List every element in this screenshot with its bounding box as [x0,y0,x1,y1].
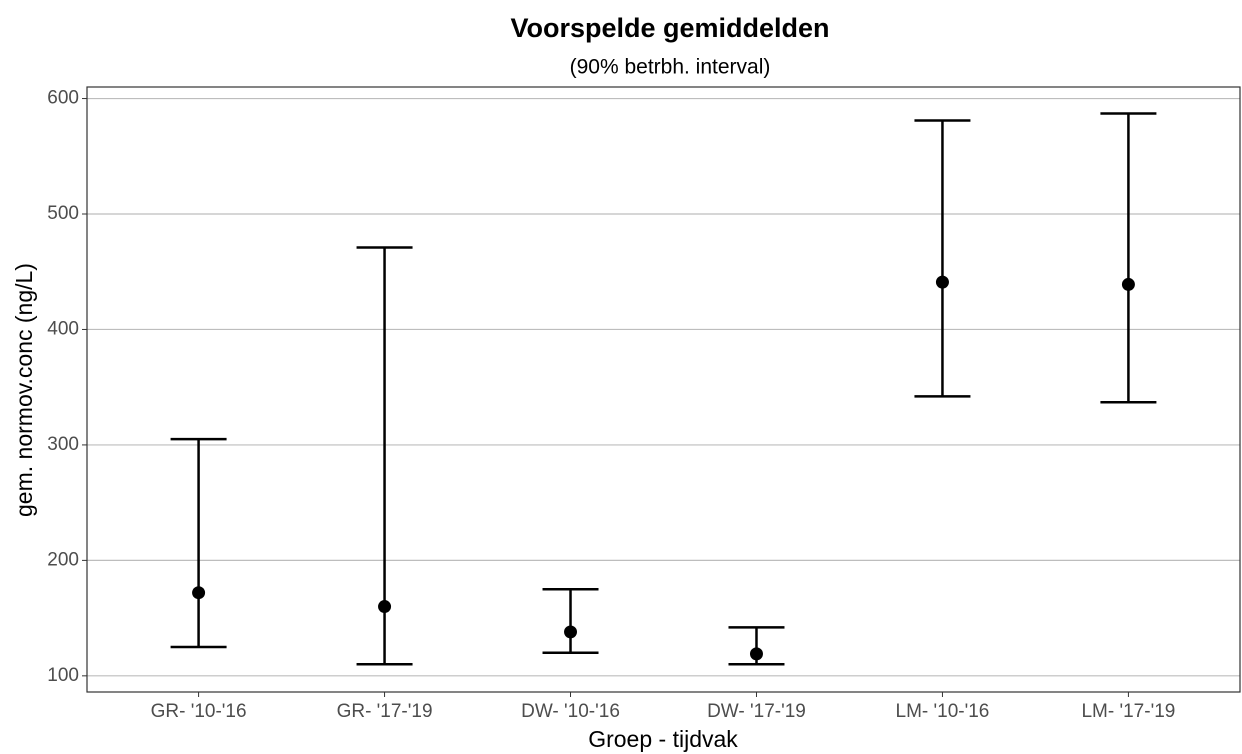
y-axis-title: gem. normov.conc (ng/L) [11,263,37,517]
point [1121,277,1135,291]
point [935,275,949,289]
point [749,647,763,661]
x-tick-label: GR- '17-'19 [337,701,433,722]
y-tick-label: 600 [47,88,79,109]
y-tick-label: 400 [47,318,79,339]
y-tick-label: 500 [47,203,79,224]
x-tick-label: DW- '10-'16 [521,701,620,722]
panel-border [86,86,1241,693]
y-tick-label: 200 [47,549,79,570]
x-tick-label: DW- '17-'19 [707,701,806,722]
y-tick-label: 300 [47,434,79,455]
chart-title: Voorspelde gemiddelden [510,13,829,43]
x-tick-label: GR- '10-'16 [151,701,247,722]
point [564,625,578,639]
x-tick-label: LM- '10-'16 [896,701,990,722]
point [378,600,392,614]
y-tick-label: 100 [47,665,79,686]
chart-subtitle: (90% betrbh. interval) [570,56,771,79]
point [192,586,206,600]
x-tick-label: LM- '17-'19 [1081,701,1175,722]
x-axis-title: Groep - tijdvak [588,726,738,752]
